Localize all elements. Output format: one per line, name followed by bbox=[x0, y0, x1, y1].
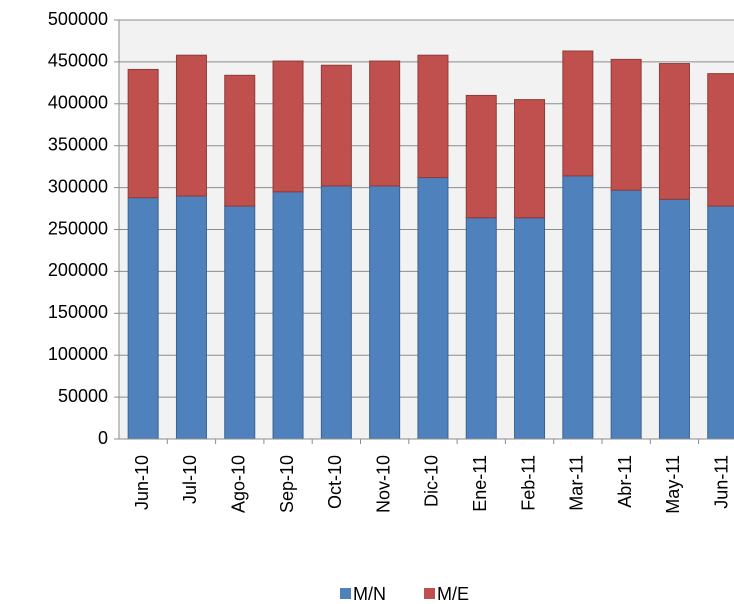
x-tick-label: Ene-11 bbox=[470, 455, 490, 512]
y-tick-label: 150000 bbox=[48, 302, 108, 322]
x-tick-label: Oct-10 bbox=[325, 455, 345, 509]
x-tick-label: Jul-10 bbox=[180, 455, 200, 504]
legend-label: M/E bbox=[437, 584, 469, 604]
x-tick-label: Nov-10 bbox=[373, 455, 393, 513]
bar-segment bbox=[465, 94, 497, 219]
bar-segment bbox=[658, 198, 690, 440]
y-tick-label: 350000 bbox=[48, 134, 108, 154]
y-tick-label: 400000 bbox=[48, 93, 108, 113]
bar-segment bbox=[658, 63, 690, 200]
bar-segment bbox=[320, 185, 352, 440]
bar-segment bbox=[610, 189, 642, 440]
y-tick-label: 500000 bbox=[48, 9, 108, 29]
x-tick-label: Dic-10 bbox=[422, 455, 442, 507]
bar-segment bbox=[610, 58, 642, 191]
legend-label: M/N bbox=[353, 584, 386, 604]
bar-segment bbox=[707, 205, 734, 440]
bar-segment bbox=[320, 64, 352, 187]
bar-segment bbox=[562, 50, 594, 177]
bar-segment bbox=[417, 54, 449, 179]
legend-swatch bbox=[340, 588, 351, 599]
y-tick-label: 450000 bbox=[48, 51, 108, 71]
bar-segment bbox=[514, 99, 546, 219]
bar-segment bbox=[175, 195, 207, 440]
y-tick-label: 0 bbox=[98, 428, 108, 448]
legend-swatch bbox=[424, 588, 435, 599]
x-tick-label: Ago-10 bbox=[229, 455, 249, 513]
y-tick-label: 100000 bbox=[48, 344, 108, 364]
bar-segment bbox=[127, 197, 159, 440]
y-tick-label: 250000 bbox=[48, 218, 108, 238]
y-tick-label: 200000 bbox=[48, 260, 108, 280]
bar-segment bbox=[465, 217, 497, 440]
x-tick-label: May-11 bbox=[663, 455, 683, 514]
x-tick-label: Sep-10 bbox=[277, 455, 297, 513]
bar-segment bbox=[369, 185, 401, 440]
x-tick-label: Jun-10 bbox=[132, 455, 152, 510]
x-tick-label: Feb-11 bbox=[518, 455, 538, 511]
x-tick-label: Jun-11 bbox=[712, 455, 732, 509]
bar-segment bbox=[127, 68, 159, 199]
bar-segment bbox=[707, 73, 734, 207]
bar-segment bbox=[224, 205, 256, 440]
bar-segment bbox=[272, 191, 304, 440]
bar-segment bbox=[562, 175, 594, 440]
bar-segment bbox=[272, 60, 304, 193]
bar-segment bbox=[369, 60, 401, 187]
bar-segment bbox=[175, 54, 207, 197]
y-tick-label: 300000 bbox=[48, 176, 108, 196]
x-tick-label: Mar-11 bbox=[567, 455, 587, 511]
bar-segment bbox=[514, 217, 546, 440]
x-tick-label: Abr-11 bbox=[615, 455, 635, 508]
bar-segment bbox=[417, 177, 449, 440]
y-tick-label: 50000 bbox=[58, 386, 108, 406]
bar-segment bbox=[224, 74, 256, 207]
